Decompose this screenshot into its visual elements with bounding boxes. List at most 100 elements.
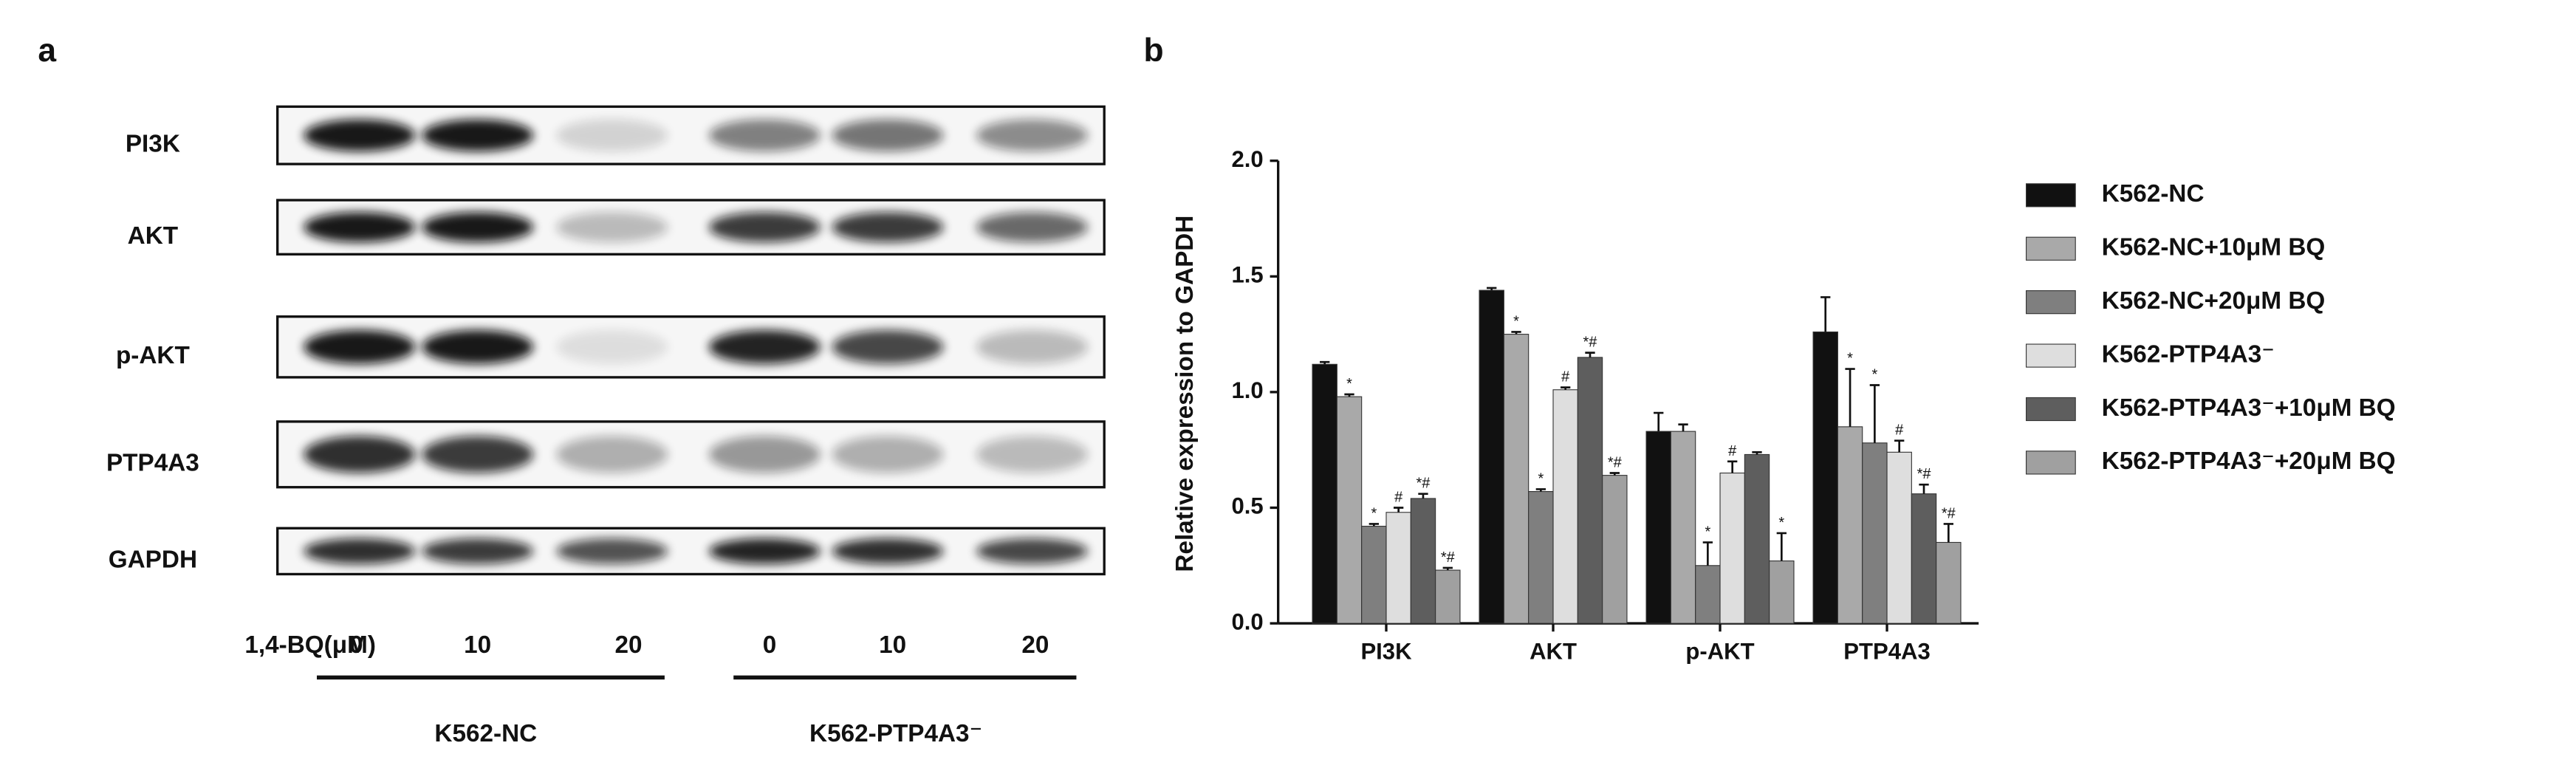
error-bar — [1535, 488, 1546, 492]
error-bar — [1418, 493, 1428, 498]
error-bar — [1320, 360, 1330, 365]
error-bar — [1368, 523, 1380, 527]
error-bar — [1845, 368, 1855, 427]
blot-band — [304, 212, 416, 243]
legend-swatch — [2026, 343, 2076, 368]
legend-swatch — [2026, 450, 2076, 475]
bar — [1670, 431, 1696, 624]
legend-swatch — [2026, 183, 2076, 208]
error-bar — [1654, 411, 1664, 432]
significance: # — [1561, 369, 1570, 386]
dose: 20 — [1021, 631, 1049, 659]
bar — [1862, 442, 1888, 624]
y-tick-label: 0.5 — [1231, 493, 1263, 519]
y-tick-label: 0.0 — [1231, 609, 1263, 634]
blot-band — [422, 329, 534, 364]
blot-band — [422, 436, 534, 473]
bar — [1769, 560, 1795, 624]
blot-band — [304, 119, 416, 152]
significance: * — [1778, 515, 1784, 531]
bar — [1886, 451, 1912, 624]
bar — [1812, 331, 1838, 624]
panel-label: b — [1144, 32, 1164, 69]
significance: *# — [1417, 476, 1431, 492]
blot-band — [976, 538, 1089, 564]
dose: 0 — [763, 631, 777, 659]
error-bar — [1511, 331, 1521, 335]
significance: # — [1728, 443, 1737, 459]
bar — [1385, 512, 1411, 624]
row-label: p-AKT — [116, 342, 190, 369]
error-bar — [1894, 439, 1905, 453]
legend-label: K562-NC+20μM BQ — [2102, 287, 2326, 315]
error-bar — [1869, 384, 1880, 443]
bar — [1336, 396, 1363, 624]
row-label: PI3K — [126, 130, 180, 157]
blot-band — [976, 212, 1089, 243]
error-bar — [1609, 472, 1620, 476]
row-label: PTP4A3 — [106, 449, 199, 476]
error-bar — [1752, 450, 1762, 455]
bar — [1837, 426, 1863, 624]
bar — [1936, 541, 1962, 624]
blot-band — [422, 212, 534, 243]
dose: 10 — [879, 631, 906, 659]
blot-band — [976, 119, 1089, 152]
blot-band — [832, 538, 944, 564]
significance: *# — [1441, 549, 1456, 566]
bar — [1645, 431, 1671, 624]
blot-band — [832, 212, 944, 243]
bar — [1312, 363, 1337, 624]
blot-band — [832, 119, 944, 152]
significance: *# — [1583, 335, 1598, 351]
blot-band — [422, 119, 534, 152]
significance: # — [1394, 489, 1403, 505]
legend-swatch — [2026, 397, 2076, 422]
y-tick-label: 1.0 — [1231, 377, 1263, 403]
error-bar — [1442, 566, 1453, 571]
blot-band — [556, 436, 668, 473]
significance: * — [1871, 366, 1877, 383]
significance: *# — [1608, 454, 1623, 470]
error-bar — [1943, 523, 1954, 543]
blot-band — [976, 436, 1089, 473]
error-bar — [1487, 287, 1497, 291]
bar — [1410, 498, 1436, 624]
legend-swatch — [2026, 290, 2076, 315]
blot-band — [556, 212, 668, 243]
bar — [1552, 389, 1578, 624]
dose: 0 — [349, 631, 363, 659]
blot-band — [708, 119, 821, 152]
bar — [1602, 475, 1628, 624]
blot-band — [556, 538, 668, 564]
blot-band — [976, 329, 1089, 364]
blot-band — [556, 329, 668, 364]
error-bar — [1776, 532, 1787, 561]
error-bar — [1919, 483, 1929, 494]
legend-label: K562-NC — [2102, 180, 2205, 208]
error-bar — [1727, 460, 1738, 473]
bar — [1528, 491, 1554, 624]
error-bar — [1561, 386, 1571, 390]
legend-label: K562-PTP4A3⁻ — [2102, 340, 2275, 368]
blot-band — [422, 538, 534, 564]
significance: *# — [1942, 505, 1956, 521]
error-bar — [1678, 423, 1688, 432]
error-bar — [1393, 507, 1404, 513]
legend-label: K562-NC+10μM BQ — [2102, 234, 2326, 261]
bar — [1435, 569, 1461, 624]
bar — [1479, 289, 1504, 624]
error-bar — [1820, 296, 1831, 332]
blot-band — [832, 329, 944, 364]
significance: # — [1895, 422, 1904, 439]
bar — [1577, 357, 1603, 624]
x-tick-label: p-AKT — [1685, 638, 1754, 664]
blot-band — [708, 436, 821, 473]
significance: * — [1346, 376, 1352, 392]
bar — [1911, 493, 1937, 624]
bar — [1744, 453, 1770, 624]
legend-label: K562-PTP4A3⁻+10μM BQ — [2102, 394, 2396, 422]
significance: * — [1705, 524, 1710, 540]
blot-band — [556, 119, 668, 152]
